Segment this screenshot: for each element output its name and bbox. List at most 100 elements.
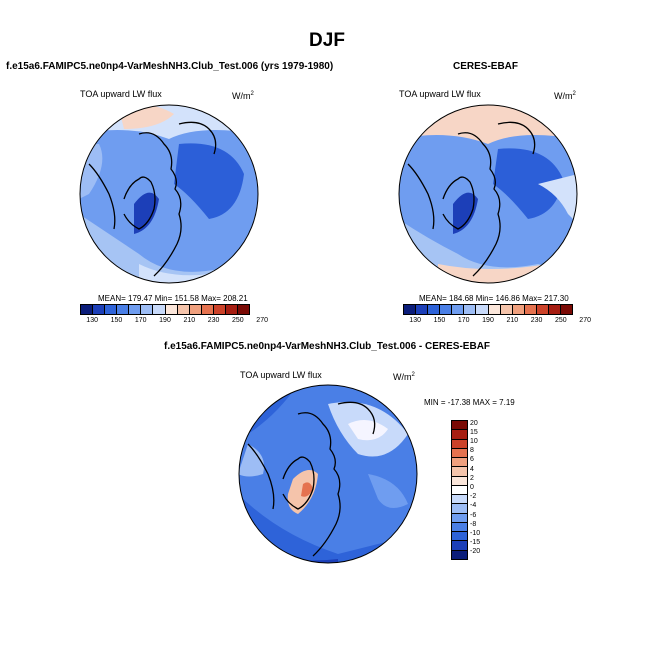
colorbar-tick-label: -2 [470, 493, 477, 501]
colorbar-swatch [452, 504, 467, 514]
colorbar-swatch [93, 305, 106, 314]
colorbar-swatch [428, 305, 441, 314]
colorbar-swatch [452, 439, 467, 449]
colorbar-tick-label: -15 [470, 539, 481, 547]
colorbar-swatch [201, 305, 214, 314]
colorbar-swatch [238, 305, 250, 314]
colorbar-swatch [488, 305, 501, 314]
model-variable-label: TOA upward LW flux [80, 89, 162, 99]
colorbar-swatch [452, 421, 467, 431]
colorbar-tick-label: 130 [86, 317, 98, 324]
colorbar-tick-label: 15 [470, 428, 478, 436]
colorbar-swatch [153, 305, 166, 314]
map-fill-deep-center [134, 192, 159, 234]
colorbar-tick-label: -6 [470, 511, 477, 519]
colorbar-swatch [536, 305, 549, 314]
colorbar-swatch [452, 458, 467, 468]
colorbar-tick-label: 170 [457, 317, 470, 324]
coast-canada [138, 132, 182, 277]
colorbar-swatch [452, 532, 467, 542]
colorbar-swatch [165, 305, 178, 314]
colorbar-swatch [189, 305, 202, 314]
model-panel-title: f.e15a6.FAMIPC5.ne0np4-VarMeshNH3.Club_T… [6, 61, 334, 72]
colorbar-tick-label: 210 [506, 317, 519, 324]
colorbar-tick-label: 10 [470, 438, 478, 445]
colorbar-tick-label: 270 [256, 317, 268, 324]
colorbar-tick-label: 230 [207, 317, 220, 324]
coast-europe [88, 163, 116, 230]
map-fill-south-pale [139, 264, 209, 283]
diff-colorbar-swatches [451, 420, 468, 560]
colorbar-swatch [452, 448, 467, 459]
colorbar-swatch [500, 305, 513, 314]
colorbar-tick-label: 190 [159, 317, 171, 324]
colorbar-tick-label: 270 [579, 317, 591, 324]
colorbar-swatch [512, 305, 525, 314]
colorbar-swatch [452, 550, 467, 559]
model-stats: MEAN= 179.47 Min= 151.58 Max= 208.21 [98, 294, 248, 303]
obs-panel-title: CERES-EBAF [453, 61, 519, 72]
colorbar-tick-label: 0 [470, 484, 474, 491]
model-colorbar-swatches [80, 304, 250, 315]
colorbar-swatch [213, 305, 226, 314]
colorbar-swatch [452, 541, 467, 551]
model-units-label: W/m2 [232, 91, 254, 101]
season-title: DJF [309, 30, 345, 51]
colorbar-tick-label: -20 [470, 548, 481, 556]
colorbar-swatch [105, 305, 118, 314]
model-polar-map [79, 104, 259, 284]
obs-stats: MEAN= 184.68 Min= 146.86 Max= 217.30 [419, 294, 569, 303]
obs-units-label: W/m2 [554, 91, 576, 101]
colorbar-tick-label: 6 [470, 456, 474, 464]
colorbar-swatch [452, 495, 467, 505]
colorbar-tick-label: 8 [470, 447, 474, 455]
colorbar-swatch [524, 305, 537, 314]
colorbar-tick-label: 130 [409, 317, 421, 324]
colorbar-swatch [561, 305, 573, 314]
obs-polar-map [398, 104, 578, 284]
colorbar-tick-label: 210 [183, 317, 196, 324]
colorbar-swatch [548, 305, 562, 314]
diff-colorbar-labels: 20 15 10 8 6 4 2 0 -2 -4 -6 -8 -10 -15 -20 [470, 420, 500, 558]
colorbar-swatch [404, 305, 417, 314]
colorbar-swatch [141, 305, 154, 314]
colorbar-swatch [440, 305, 453, 314]
colorbar-tick-label: 150 [110, 317, 123, 324]
colorbar-tick-label: 170 [134, 317, 147, 324]
model-colorbar: 130 150 170 190 210 230 250 270 [80, 304, 268, 327]
model-colorbar-labels: 130 150 170 190 210 230 250 270 [80, 317, 268, 327]
colorbar-swatch [452, 476, 467, 486]
colorbar-swatch [452, 485, 467, 496]
colorbar-tick-label: 250 [555, 317, 567, 324]
colorbar-tick-label: 4 [470, 465, 474, 473]
colorbar-swatch [452, 467, 467, 477]
coast-alaska [178, 121, 217, 155]
colorbar-tick-label: 150 [433, 317, 446, 324]
diff-polar-map [238, 384, 418, 564]
colorbar-tick-label: 20 [470, 419, 478, 427]
diff-units-label: W/m2 [393, 372, 415, 382]
obs-colorbar-labels: 130 150 170 190 210 230 250 270 [403, 317, 591, 327]
map-fill-south [80, 214, 258, 283]
colorbar-swatch [476, 305, 489, 314]
colorbar-swatch [452, 305, 465, 314]
colorbar-swatch [416, 305, 429, 314]
colorbar-tick-label: 2 [470, 474, 474, 482]
colorbar-swatch [452, 430, 467, 440]
obs-colorbar-swatches [403, 304, 573, 315]
colorbar-tick-label: -8 [470, 520, 477, 528]
coast-greenland [123, 176, 156, 230]
colorbar-tick-label: -10 [470, 530, 481, 537]
obs-variable-label: TOA upward LW flux [399, 89, 481, 99]
map-fill-deep-east [174, 143, 244, 219]
colorbar-swatch [464, 305, 477, 314]
colorbar-swatch [452, 513, 467, 523]
colorbar-swatch [177, 305, 190, 314]
colorbar-tick-label: 230 [530, 317, 543, 324]
colorbar-tick-label: 250 [232, 317, 244, 324]
obs-colorbar: 130 150 170 190 210 230 250 270 [403, 304, 591, 327]
diff-variable-label: TOA upward LW flux [240, 370, 322, 380]
diff-panel-title: f.e15a6.FAMIPC5.ne0np4-VarMeshNH3.Club_T… [164, 341, 491, 352]
colorbar-tick-label: -4 [470, 502, 477, 510]
colorbar-swatch [129, 305, 142, 314]
